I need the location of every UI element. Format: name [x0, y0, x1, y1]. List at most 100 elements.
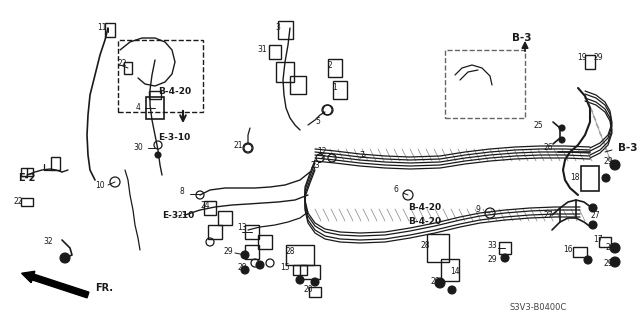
- Bar: [328, 59, 342, 77]
- Bar: [427, 234, 449, 262]
- Bar: [441, 259, 459, 281]
- Bar: [124, 62, 132, 74]
- Text: 4: 4: [136, 103, 140, 113]
- Bar: [573, 247, 587, 257]
- Bar: [146, 97, 164, 119]
- Text: 21: 21: [233, 140, 243, 150]
- Circle shape: [602, 174, 610, 182]
- Text: 2: 2: [328, 61, 332, 70]
- Bar: [51, 157, 60, 169]
- Text: B-3: B-3: [512, 33, 532, 43]
- Circle shape: [501, 254, 509, 262]
- Bar: [333, 81, 347, 99]
- Text: 28: 28: [285, 248, 295, 256]
- Circle shape: [60, 253, 70, 263]
- Bar: [204, 201, 216, 215]
- Circle shape: [448, 286, 456, 294]
- Text: 19: 19: [577, 54, 587, 63]
- Bar: [585, 55, 595, 69]
- Bar: [286, 245, 314, 265]
- Bar: [290, 76, 306, 94]
- Circle shape: [610, 243, 620, 253]
- Text: 27: 27: [543, 211, 553, 219]
- Circle shape: [435, 278, 445, 288]
- Text: 29: 29: [223, 248, 233, 256]
- Text: 31: 31: [257, 46, 267, 55]
- Circle shape: [155, 152, 161, 158]
- Bar: [276, 62, 294, 82]
- Text: 7: 7: [360, 151, 364, 160]
- Bar: [309, 287, 321, 297]
- Text: 20: 20: [303, 286, 313, 294]
- Text: 17: 17: [593, 235, 603, 244]
- Text: 33: 33: [487, 241, 497, 249]
- Circle shape: [559, 125, 565, 131]
- Bar: [269, 45, 281, 59]
- Bar: [499, 242, 511, 254]
- Circle shape: [589, 204, 597, 212]
- Text: 26: 26: [543, 144, 553, 152]
- Bar: [300, 265, 320, 279]
- Text: S3V3-B0400C: S3V3-B0400C: [510, 303, 567, 313]
- Text: 11: 11: [97, 23, 107, 32]
- Text: 27: 27: [590, 211, 600, 219]
- Text: 29: 29: [487, 256, 497, 264]
- Bar: [245, 245, 259, 259]
- Text: E-2: E-2: [18, 173, 35, 183]
- Text: E-3-10: E-3-10: [158, 133, 190, 143]
- Text: 29: 29: [593, 54, 603, 63]
- Text: 29: 29: [430, 278, 440, 286]
- Text: 25: 25: [533, 121, 543, 130]
- Text: 29: 29: [603, 258, 613, 268]
- Text: 1: 1: [333, 84, 337, 93]
- Bar: [293, 265, 307, 275]
- Circle shape: [559, 137, 565, 143]
- Text: 8: 8: [180, 188, 184, 197]
- Bar: [21, 198, 33, 206]
- Text: 23: 23: [177, 211, 187, 219]
- Text: 29: 29: [605, 243, 615, 253]
- Circle shape: [296, 276, 304, 284]
- Text: 23: 23: [310, 160, 320, 169]
- Text: 12: 12: [317, 147, 327, 157]
- FancyArrow shape: [22, 271, 89, 298]
- Circle shape: [589, 221, 597, 229]
- Text: 28: 28: [420, 241, 429, 249]
- Text: 22: 22: [117, 58, 127, 68]
- Circle shape: [610, 257, 620, 267]
- Text: 18: 18: [570, 174, 580, 182]
- Text: 14: 14: [450, 268, 460, 277]
- Bar: [208, 225, 222, 239]
- Circle shape: [584, 256, 592, 264]
- Text: B-4-20: B-4-20: [408, 218, 441, 226]
- Bar: [218, 211, 232, 225]
- Text: 6: 6: [394, 186, 399, 195]
- Text: 32: 32: [43, 238, 53, 247]
- Text: 29: 29: [237, 263, 247, 272]
- Bar: [245, 225, 259, 239]
- Circle shape: [256, 261, 264, 269]
- Text: 3: 3: [276, 23, 280, 32]
- Bar: [581, 166, 599, 190]
- Text: B-4-20: B-4-20: [158, 87, 191, 97]
- Text: 16: 16: [563, 246, 573, 255]
- Bar: [105, 23, 115, 37]
- Text: 13: 13: [237, 224, 247, 233]
- Text: 9: 9: [476, 205, 481, 214]
- Circle shape: [311, 278, 319, 286]
- Text: 30: 30: [133, 144, 143, 152]
- Text: 29: 29: [603, 158, 613, 167]
- Circle shape: [241, 266, 249, 274]
- Text: E-3-10: E-3-10: [162, 211, 195, 219]
- Circle shape: [241, 251, 249, 259]
- Bar: [258, 235, 272, 249]
- Text: 10: 10: [95, 181, 105, 189]
- Text: B-4-20: B-4-20: [408, 204, 441, 212]
- Bar: [21, 168, 33, 176]
- Text: B-3: B-3: [618, 143, 637, 153]
- Circle shape: [610, 160, 620, 170]
- Bar: [149, 91, 161, 99]
- Text: 22: 22: [13, 197, 23, 206]
- Text: FR.: FR.: [95, 283, 113, 293]
- Text: 24: 24: [200, 201, 210, 210]
